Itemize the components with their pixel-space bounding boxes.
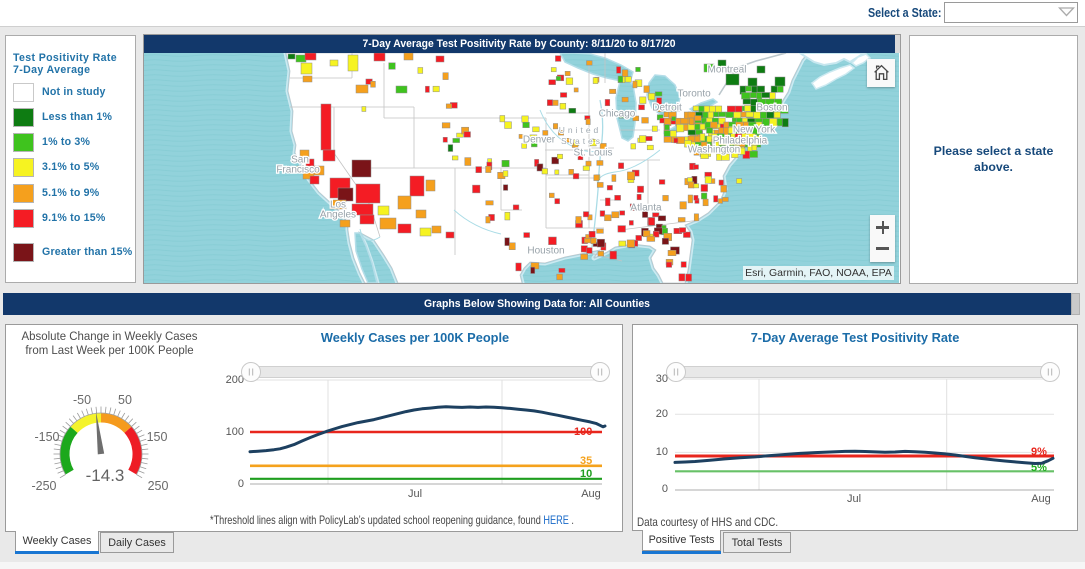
svg-text:0: 0 — [662, 483, 668, 495]
svg-text:Denver: Denver — [523, 135, 556, 146]
svg-text:35: 35 — [580, 455, 592, 467]
svg-text:20: 20 — [656, 408, 668, 420]
svg-text:Toronto: Toronto — [677, 89, 711, 100]
svg-text:Francisco: Francisco — [276, 165, 320, 176]
svg-text:Aug: Aug — [581, 488, 601, 500]
svg-text:Montreal: Montreal — [708, 65, 747, 76]
svg-text:Jul: Jul — [847, 493, 861, 505]
svg-text:Philadelphia: Philadelphia — [713, 136, 768, 147]
svg-text:100: 100 — [574, 426, 592, 438]
svg-text:250: 250 — [148, 479, 169, 493]
svg-text:5%: 5% — [1031, 462, 1047, 474]
svg-text:30: 30 — [656, 373, 668, 385]
svg-text:St. Louis: St. Louis — [574, 148, 613, 159]
svg-text:10: 10 — [580, 468, 592, 480]
svg-text:0: 0 — [238, 478, 244, 490]
svg-text:200: 200 — [226, 374, 244, 386]
svg-text:Atlanta: Atlanta — [630, 203, 662, 214]
svg-text:-250: -250 — [31, 479, 56, 493]
svg-text:50: 50 — [118, 393, 132, 407]
svg-text:United: United — [559, 125, 602, 135]
svg-text:States: States — [561, 136, 603, 146]
svg-text:10: 10 — [656, 446, 668, 458]
svg-text:Jul: Jul — [408, 488, 422, 500]
svg-text:Boston: Boston — [756, 103, 787, 114]
svg-text:-150: -150 — [34, 430, 59, 444]
svg-text:100: 100 — [226, 426, 244, 438]
svg-text:San: San — [291, 155, 309, 166]
svg-text:150: 150 — [147, 430, 168, 444]
svg-text:Detroit: Detroit — [652, 103, 682, 114]
svg-text:Angeles: Angeles — [320, 210, 356, 221]
svg-text:Washington: Washington — [688, 145, 740, 156]
svg-text:9%: 9% — [1031, 446, 1047, 458]
svg-text:Aug: Aug — [1031, 493, 1051, 505]
svg-text:Los: Los — [330, 200, 346, 211]
svg-text:-14.3: -14.3 — [86, 466, 125, 485]
svg-text:New York: New York — [733, 125, 776, 136]
svg-text:Houston: Houston — [527, 246, 564, 257]
svg-text:-50: -50 — [73, 393, 91, 407]
svg-text:Chicago: Chicago — [599, 109, 636, 120]
